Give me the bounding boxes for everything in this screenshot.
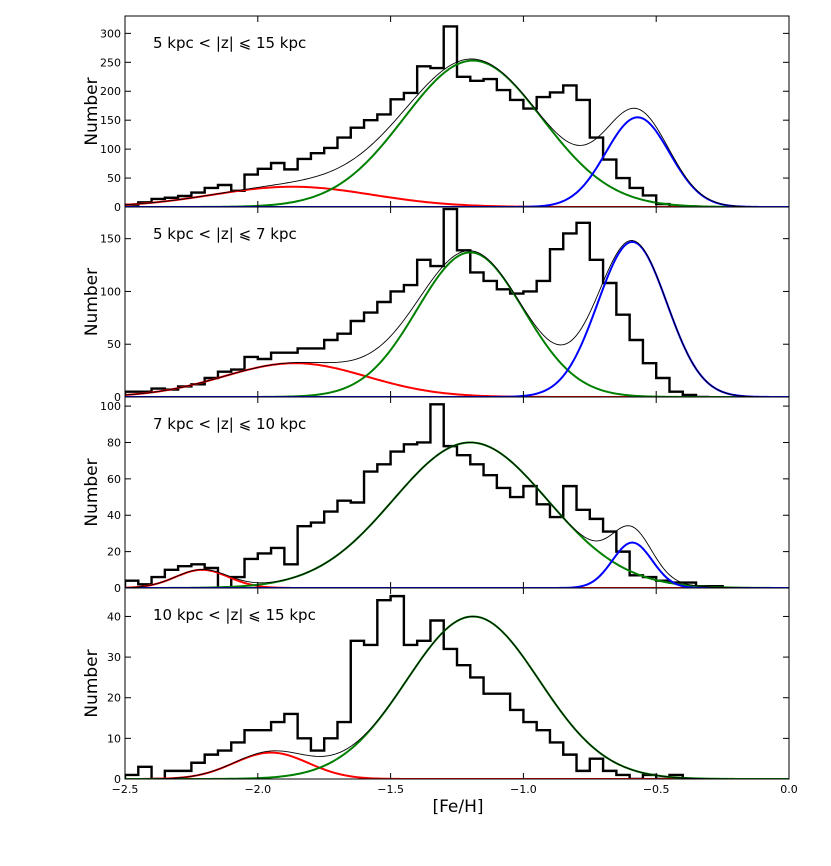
y-axis-title: Number xyxy=(82,649,102,717)
total-fit-curve xyxy=(125,239,789,397)
x-tick-label: −1.0 xyxy=(510,783,537,796)
panel-plot-area xyxy=(125,25,789,207)
y-axis-title: Number xyxy=(82,268,102,336)
x-tick-label: 0.0 xyxy=(780,783,798,796)
component-curve-blue xyxy=(125,541,789,588)
x-tick-label: −0.5 xyxy=(643,783,670,796)
component-curve-blue xyxy=(125,116,789,207)
y-tick-label: 20 xyxy=(107,546,121,559)
panel-frame xyxy=(124,587,790,780)
total-fit-curve xyxy=(125,442,789,588)
panel-label: 10 kpc < |z| ⩽ 15 kpc xyxy=(153,606,316,624)
y-tick-label: 10 xyxy=(107,732,121,745)
x-tick-label: −2.0 xyxy=(244,783,271,796)
component-curve-red xyxy=(125,568,789,588)
panel-1: 0 50 100 150 200 250 300 5 kpc < |z| ⩽ 15 kpc Nu… xyxy=(82,15,790,214)
component-curve-green xyxy=(125,441,789,588)
panel-3: 0 20 40 60 80 100 7 kpc < |z| ⩽ 10 kpc Number xyxy=(82,396,790,595)
panel-plot-area xyxy=(125,403,789,588)
panel-label: 7 kpc < |z| ⩽ 10 kpc xyxy=(153,415,306,433)
histogram-steps xyxy=(125,25,698,207)
y-axis-title: Number xyxy=(82,77,102,145)
y-tick-label: 0 xyxy=(114,582,121,595)
total-fit-curve xyxy=(125,58,789,207)
component-curve-red xyxy=(125,751,789,779)
histogram-steps xyxy=(125,403,724,588)
y-tick-label: 150 xyxy=(100,114,121,127)
y-tick-label: 300 xyxy=(100,27,121,40)
y-tick-label: 150 xyxy=(100,233,121,246)
y-tick-label: 40 xyxy=(107,509,121,522)
y-tick-label: 100 xyxy=(100,143,121,156)
x-axis-title: [Fe/H] xyxy=(432,797,483,817)
y-tick-label: 60 xyxy=(107,473,121,486)
y-tick-label: 40 xyxy=(107,610,121,623)
y-tick-label: 100 xyxy=(100,285,121,298)
y-tick-label: 100 xyxy=(100,400,121,413)
y-tick-label: 200 xyxy=(100,85,121,98)
component-curve-red xyxy=(125,185,789,207)
panel-4: 0 10 20 30 40 10 kpc < |z| ⩽ 15 kpc Number xyxy=(82,587,790,786)
y-tick-label: 0 xyxy=(114,201,121,214)
x-tick-label: −2.5 xyxy=(112,783,139,796)
x-tick-label: −1.5 xyxy=(377,783,404,796)
histogram-steps xyxy=(125,207,710,397)
panel-label: 5 kpc < |z| ⩽ 15 kpc xyxy=(153,34,306,52)
component-curve-blue xyxy=(125,240,789,397)
y-tick-label: 0 xyxy=(114,773,121,786)
y-tick-label: 50 xyxy=(107,172,121,185)
component-curve-green xyxy=(125,615,789,779)
y-tick-label: 20 xyxy=(107,692,121,705)
panel-2: 0 50 100 150 5 kpc < |z| ⩽ 7 kpc Number xyxy=(82,206,790,404)
x-tick-labels: −2.5 −2.0 −1.5 −1.0 −0.5 0.0 xyxy=(112,783,798,796)
y-axis-title: Number xyxy=(82,458,102,526)
histogram-steps xyxy=(125,594,697,779)
y-tick-label: 50 xyxy=(107,338,121,351)
panel-label: 5 kpc < |z| ⩽ 7 kpc xyxy=(153,225,297,243)
y-tick-label: 80 xyxy=(107,436,121,449)
component-curve-red xyxy=(125,362,789,397)
y-tick-label: 0 xyxy=(114,391,121,404)
y-tick-label: 30 xyxy=(107,651,121,664)
total-fit-curve xyxy=(125,615,789,779)
y-tick-label: 250 xyxy=(100,56,121,69)
